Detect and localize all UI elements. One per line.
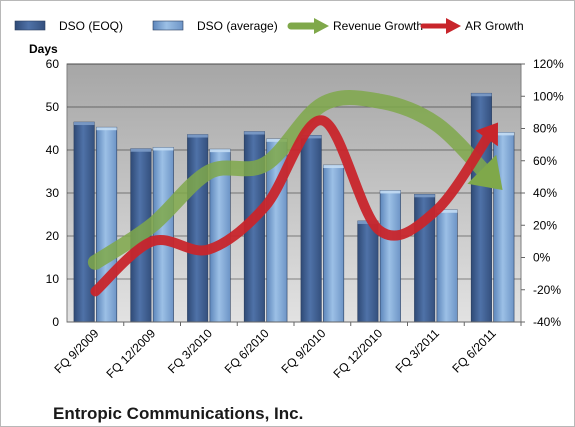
y-tick-label: 10: [46, 272, 60, 286]
y-tick-label: 0: [52, 315, 59, 329]
y-tick-label: 30: [46, 186, 60, 200]
y-tick-label: 40: [46, 143, 60, 157]
x-tick-label: FQ 3/2010: [165, 326, 215, 376]
revenue-growth-line-arrowhead: [467, 154, 503, 190]
bar-top-cap: [266, 138, 288, 142]
y2-tick-label: -40%: [533, 315, 561, 329]
y2-tick-label: -20%: [533, 283, 561, 297]
bar-top-cap: [209, 149, 231, 153]
bar-dso-average: [152, 147, 174, 323]
y-tick-label: 50: [46, 100, 60, 114]
legend-label: Revenue Growth: [333, 19, 423, 33]
x-tick-label: FQ 6/2011: [449, 326, 499, 376]
y-tick-label: 60: [46, 57, 60, 71]
x-tick-label: FQ 12/2010: [331, 326, 386, 381]
growth-lines: [87, 90, 503, 297]
revenue-growth-line: [87, 90, 494, 270]
y2-tick-label: 60%: [533, 154, 557, 168]
legend-swatch-arrow: [446, 18, 461, 34]
bar-top-cap: [130, 148, 152, 152]
x-tick-label: FQ 9/2009: [52, 326, 102, 376]
bar-top-cap: [380, 190, 401, 194]
bar-dso-average: [323, 164, 345, 323]
bar-dso-average: [379, 190, 401, 323]
legend-swatch: [152, 20, 184, 31]
y-axis-title: Days: [29, 42, 58, 56]
bar-dso-eoq: [300, 135, 322, 323]
y2-tick-label: 0%: [533, 251, 551, 265]
y2-tick-label: 20%: [533, 218, 557, 232]
bar-top-cap: [153, 147, 174, 151]
legend-swatch: [14, 20, 46, 31]
bar-top-cap: [436, 209, 458, 213]
x-tick-label: FQ 12/2009: [104, 326, 159, 381]
bar-top-cap: [323, 165, 344, 169]
legend: DSO (EOQ) DSO (average) Revenue Growth AR G…: [14, 18, 524, 34]
bar-top-cap: [300, 135, 322, 139]
bar-dso-average: [436, 209, 458, 323]
bar-dso-eoq: [357, 220, 379, 323]
x-tick-label: FQ 6/2010: [222, 326, 272, 376]
ar-growth-line-arrowhead: [475, 122, 499, 147]
bar-top-cap: [73, 122, 95, 126]
y2-tick-label: 40%: [533, 186, 557, 200]
bar-top-cap: [96, 127, 117, 131]
bar-top-cap: [493, 132, 515, 136]
y2-tick-label: 120%: [533, 57, 564, 71]
bar-dso-eoq: [187, 134, 209, 323]
legend-label: DSO (EOQ): [59, 19, 123, 33]
y-tick-label: 20: [46, 229, 60, 243]
y2-tick-label: 100%: [533, 89, 564, 103]
legend-label: DSO (average): [197, 19, 278, 33]
legend-swatch-arrow: [314, 18, 329, 34]
ar-growth-line: [90, 115, 495, 297]
bar-top-cap: [414, 194, 435, 198]
bar-top-cap: [187, 134, 208, 138]
company-name: Entropic Communications, Inc.: [53, 404, 303, 423]
bar-top-cap: [471, 93, 492, 97]
x-tick-label: FQ 3/2011: [393, 326, 443, 376]
bar-top-cap: [244, 131, 265, 135]
y2-tick-label: 80%: [533, 122, 557, 136]
x-tick-label: FQ 9/2010: [279, 326, 329, 376]
legend-label: AR Growth: [465, 19, 524, 33]
